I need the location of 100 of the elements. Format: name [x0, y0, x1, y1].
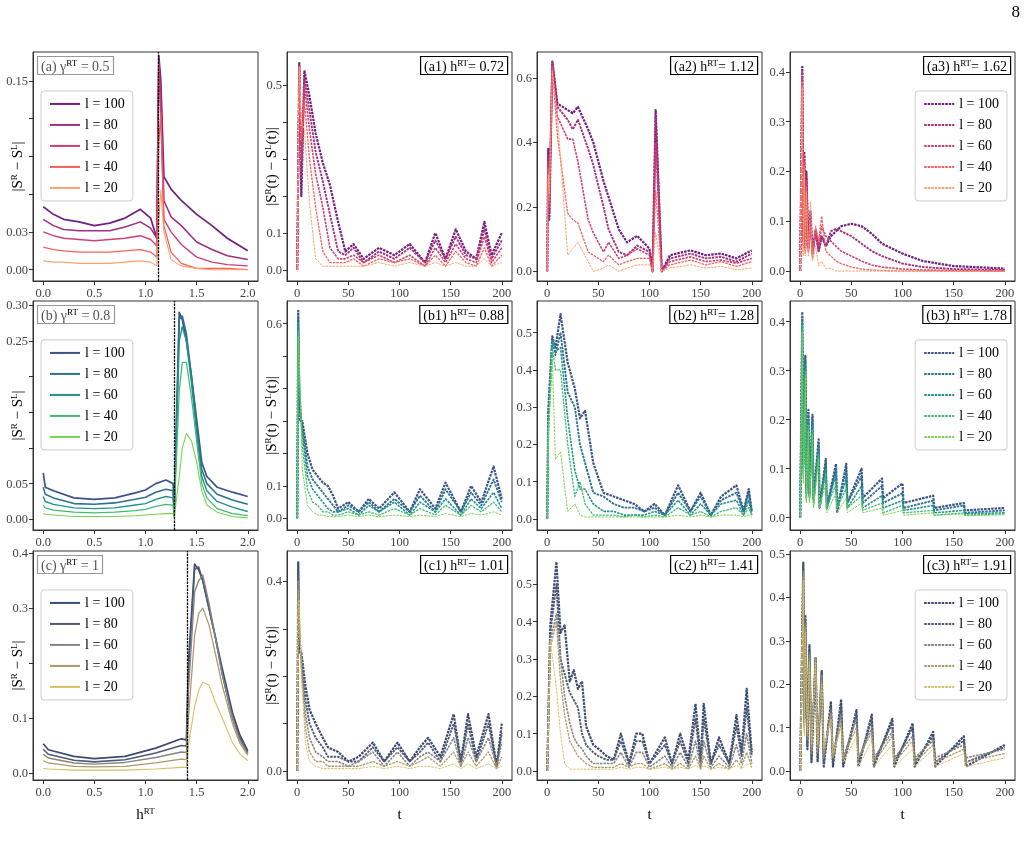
legend-label: l = 80 — [959, 366, 993, 382]
legend-label: l = 40 — [85, 658, 118, 674]
y-tick-label: 0.1 — [266, 478, 282, 493]
y-tick-label: 0.5 — [516, 577, 532, 592]
y-tick-label: 0.2 — [769, 677, 785, 692]
legend-label: l = 80 — [85, 117, 118, 133]
x-tick-label: 150 — [441, 534, 461, 549]
legend-label: l = 20 — [85, 180, 118, 196]
y-tick-label: 0.00 — [6, 512, 28, 527]
legend-label: l = 60 — [85, 387, 118, 403]
legend-label: l = 100 — [85, 595, 125, 611]
legend-label: l = 100 — [85, 96, 125, 112]
x-tick-label: 200 — [742, 534, 762, 549]
y-axis-title: |SR − SL| — [8, 141, 25, 192]
x-tick-label: 200 — [995, 784, 1015, 799]
x-tick-label: 0.0 — [35, 534, 52, 549]
y-tick-label: 0.4 — [769, 64, 786, 79]
y-tick-label: 0.1 — [769, 720, 785, 735]
x-tick-label: 100 — [390, 285, 409, 300]
y-axis-title: |SR − SL| — [8, 640, 25, 691]
x-tick-label: 100 — [893, 285, 912, 300]
y-tick-label: 0.2 — [769, 164, 785, 179]
y-tick-label: 0.5 — [769, 547, 785, 562]
text: 8 — [1011, 2, 1020, 22]
legend-label: l = 80 — [85, 366, 118, 382]
x-tick-label: 100 — [640, 784, 659, 799]
x-tick-label: 0 — [544, 784, 551, 799]
x-tick-label: 2.0 — [239, 784, 256, 799]
y-tick-label: 0.5 — [516, 325, 532, 340]
legend-label: l = 80 — [959, 117, 993, 133]
y-tick-label: 0.0 — [12, 765, 28, 780]
x-tick-label: 50 — [845, 534, 858, 549]
x-tick-label: 1.5 — [188, 784, 205, 799]
x-tick-label: 0 — [797, 285, 804, 300]
y-tick-label: 0.1 — [769, 214, 785, 229]
y-tick-label: 0.1 — [769, 461, 785, 476]
legend-label: l = 20 — [959, 429, 993, 445]
y-tick-label: 0.25 — [6, 333, 28, 348]
x-tick-label: 50 — [342, 534, 355, 549]
legend-label: l = 80 — [959, 616, 993, 632]
x-tick-label: 150 — [441, 784, 461, 799]
y-tick-label: 0.0 — [516, 511, 532, 526]
x-tick-label: 200 — [492, 285, 512, 300]
y-tick-label: 0.5 — [266, 78, 282, 93]
legend-label: l = 100 — [85, 345, 125, 361]
y-tick-label: 0.4 — [769, 590, 786, 605]
x-tick-label: 150 — [691, 784, 711, 799]
x-tick-label: 2.0 — [239, 285, 256, 300]
x-axis-title: t — [900, 805, 906, 822]
y-tick-label: 0.1 — [12, 710, 28, 725]
x-tick-label: 200 — [995, 285, 1015, 300]
legend-label: l = 20 — [959, 180, 993, 196]
x-axis-title: t — [397, 805, 403, 822]
x-tick-label: 100 — [640, 534, 659, 549]
x-tick-label: 150 — [944, 285, 964, 300]
x-tick-label: 1.5 — [188, 534, 205, 549]
y-axis-title: |SR(t) − SL(t)| — [262, 127, 280, 206]
y-tick-label: 0.03 — [6, 224, 28, 239]
legend-label: l = 20 — [85, 679, 118, 695]
x-tick-label: 100 — [893, 534, 912, 549]
y-tick-label: 0.2 — [769, 412, 785, 427]
x-tick-label: 0.5 — [86, 285, 103, 300]
y-tick-label: 0.1 — [266, 225, 282, 240]
y-tick-label: 0.4 — [266, 574, 283, 589]
x-tick-label: 100 — [390, 534, 409, 549]
y-tick-label: 0.0 — [266, 511, 282, 526]
x-tick-label: 1.0 — [137, 285, 154, 300]
y-tick-label: 0.2 — [516, 199, 532, 214]
y-tick-label: 0.2 — [516, 689, 532, 704]
x-tick-label: 150 — [944, 534, 964, 549]
legend-label: l = 100 — [959, 345, 1000, 361]
x-tick-label: 50 — [592, 534, 605, 549]
x-tick-label: 0 — [797, 784, 804, 799]
y-tick-label: 0.2 — [516, 437, 532, 452]
x-tick-label: 50 — [845, 784, 858, 799]
y-tick-label: 0.0 — [266, 763, 282, 778]
y-tick-label: 0.0 — [769, 763, 785, 778]
y-tick-label: 0.0 — [516, 264, 532, 279]
x-tick-label: 0.0 — [35, 784, 52, 799]
y-tick-label: 0.3 — [516, 400, 532, 415]
x-tick-label: 200 — [492, 534, 512, 549]
x-tick-label: 100 — [893, 784, 912, 799]
y-tick-label: 0.30 — [6, 298, 28, 313]
x-tick-label: 0 — [294, 784, 301, 799]
x-tick-label: 50 — [592, 784, 605, 799]
x-axis-title: t — [647, 805, 653, 822]
legend-label: l = 60 — [85, 637, 118, 653]
x-tick-label: 50 — [845, 285, 858, 300]
y-tick-label: 0.4 — [516, 362, 533, 377]
y-tick-label: 0.0 — [266, 262, 282, 277]
x-tick-label: 0.0 — [35, 285, 52, 300]
legend-label: l = 40 — [959, 658, 993, 674]
y-tick-label: 0.1 — [516, 726, 532, 741]
legend-label: l = 60 — [959, 637, 993, 653]
x-tick-label: 150 — [441, 285, 461, 300]
legend-label: l = 40 — [85, 159, 118, 175]
y-tick-label: 0.3 — [12, 601, 28, 616]
x-tick-label: 50 — [592, 285, 605, 300]
y-tick-label: 0.3 — [769, 114, 785, 129]
y-tick-label: 0.3 — [769, 633, 785, 648]
